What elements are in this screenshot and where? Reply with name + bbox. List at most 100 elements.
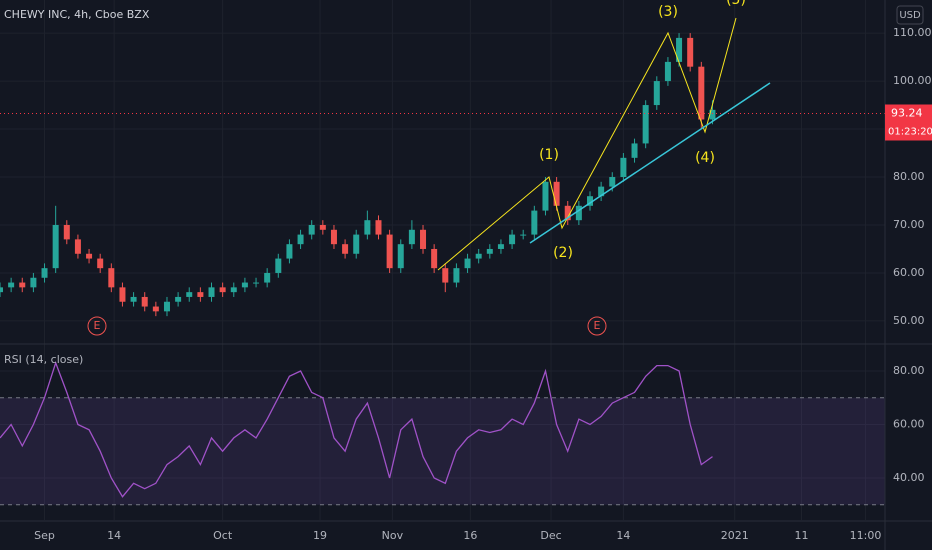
candle-body bbox=[163, 301, 170, 312]
candle-body bbox=[564, 205, 571, 221]
candle-body bbox=[642, 105, 649, 144]
currency-box[interactable] bbox=[896, 5, 924, 25]
rsi-line bbox=[0, 360, 713, 498]
x-tick-label: 16 bbox=[463, 529, 477, 542]
y-tick-label: 100.00 bbox=[893, 74, 932, 87]
candle-body bbox=[197, 292, 204, 297]
candle-body bbox=[186, 292, 193, 297]
candle-body bbox=[698, 66, 705, 120]
candle-body bbox=[97, 258, 104, 269]
candle-body bbox=[386, 234, 393, 269]
symbol-title: CHEWY INC, 4h, Cboe BZX bbox=[4, 8, 150, 21]
wave-label: (2) bbox=[553, 245, 573, 261]
candle-body bbox=[431, 248, 438, 269]
x-tick-label: 2021 bbox=[721, 529, 749, 542]
candle-body bbox=[41, 268, 48, 278]
last-price-label: 93.24 bbox=[891, 107, 923, 120]
candle-body bbox=[453, 268, 460, 283]
y-tick-label: 80.00 bbox=[893, 364, 925, 377]
y-tick-label: 110.00 bbox=[893, 26, 932, 39]
wave-label: (1) bbox=[539, 147, 559, 163]
candle-body bbox=[86, 253, 93, 259]
candle-body bbox=[353, 234, 360, 254]
marks bbox=[0, 33, 885, 498]
candle-body bbox=[676, 37, 683, 62]
rsi-band bbox=[0, 397, 885, 505]
grid bbox=[0, 0, 885, 520]
candle-body bbox=[8, 282, 15, 288]
candle-body bbox=[286, 244, 293, 259]
candle-body bbox=[464, 258, 471, 269]
y-tick-label: 60.00 bbox=[893, 266, 925, 279]
candle-body bbox=[253, 282, 260, 284]
earnings-label[interactable]: E bbox=[594, 319, 601, 332]
candle-body bbox=[664, 61, 671, 82]
candle-body bbox=[520, 234, 527, 236]
earnings-marker[interactable] bbox=[587, 316, 607, 336]
candle-body bbox=[208, 287, 215, 297]
candle-body bbox=[30, 277, 37, 288]
candle-body bbox=[475, 253, 482, 259]
y-tick-label: 70.00 bbox=[893, 218, 925, 231]
x-tick-label: Dec bbox=[540, 529, 561, 542]
candle-body bbox=[598, 186, 605, 197]
candle-body bbox=[175, 296, 182, 302]
x-tick-label: 14 bbox=[616, 529, 630, 542]
x-tick-label: 14 bbox=[107, 529, 121, 542]
candle-body bbox=[275, 258, 282, 273]
candle-body bbox=[342, 244, 349, 254]
trend-line bbox=[529, 82, 771, 244]
candle-body bbox=[542, 181, 549, 211]
candle-body bbox=[709, 109, 716, 120]
candle-body bbox=[408, 229, 415, 245]
earnings-label[interactable]: E bbox=[94, 319, 101, 332]
x-tick-label: 11:00 bbox=[850, 529, 882, 542]
countdown-box bbox=[885, 122, 932, 141]
candle-body bbox=[241, 282, 248, 288]
candle-body bbox=[364, 220, 371, 235]
last-price-box bbox=[885, 104, 932, 123]
earnings-marker[interactable] bbox=[87, 316, 107, 336]
x-tick-label: Nov bbox=[382, 529, 404, 542]
candle-body bbox=[63, 224, 70, 240]
candle-body bbox=[375, 220, 382, 235]
candle-body bbox=[130, 296, 137, 302]
candle-body bbox=[620, 157, 627, 178]
candle-body bbox=[553, 181, 560, 206]
wave-label: (3) bbox=[658, 4, 678, 20]
x-tick-label: Sep bbox=[34, 529, 55, 542]
y-tick-label: 60.00 bbox=[893, 417, 925, 430]
candle-body bbox=[442, 268, 449, 283]
candle-body bbox=[420, 229, 427, 249]
x-tick-label: 11 bbox=[795, 529, 809, 542]
x-tick-label: 19 bbox=[313, 529, 327, 542]
candle-body bbox=[308, 224, 315, 235]
candle-body bbox=[264, 272, 271, 283]
candle-body bbox=[141, 296, 148, 307]
candle-body bbox=[52, 224, 59, 269]
wave-label: (4) bbox=[695, 150, 715, 166]
wave-label: (5) bbox=[726, 0, 746, 8]
candle-body bbox=[497, 244, 504, 249]
candle-body bbox=[297, 234, 304, 245]
candle-body bbox=[74, 239, 81, 254]
candle-body bbox=[397, 244, 404, 269]
wave-drawing bbox=[437, 17, 737, 271]
currency[interactable]: USD bbox=[899, 10, 921, 21]
candle-body bbox=[319, 224, 326, 230]
candle-body bbox=[119, 287, 126, 302]
y-tick-label: 50.00 bbox=[893, 314, 925, 327]
candle-body bbox=[653, 81, 660, 106]
candle-body bbox=[631, 143, 638, 158]
y-tick-label: 40.00 bbox=[893, 471, 925, 484]
countdown-label: 01:23:20 bbox=[888, 127, 932, 138]
candle-body bbox=[531, 210, 538, 235]
candle-body bbox=[330, 229, 337, 245]
candle-body bbox=[609, 177, 616, 187]
candle-body bbox=[19, 282, 26, 288]
candle-body bbox=[486, 248, 493, 254]
candle-body bbox=[687, 37, 694, 67]
candle-body bbox=[509, 234, 516, 245]
